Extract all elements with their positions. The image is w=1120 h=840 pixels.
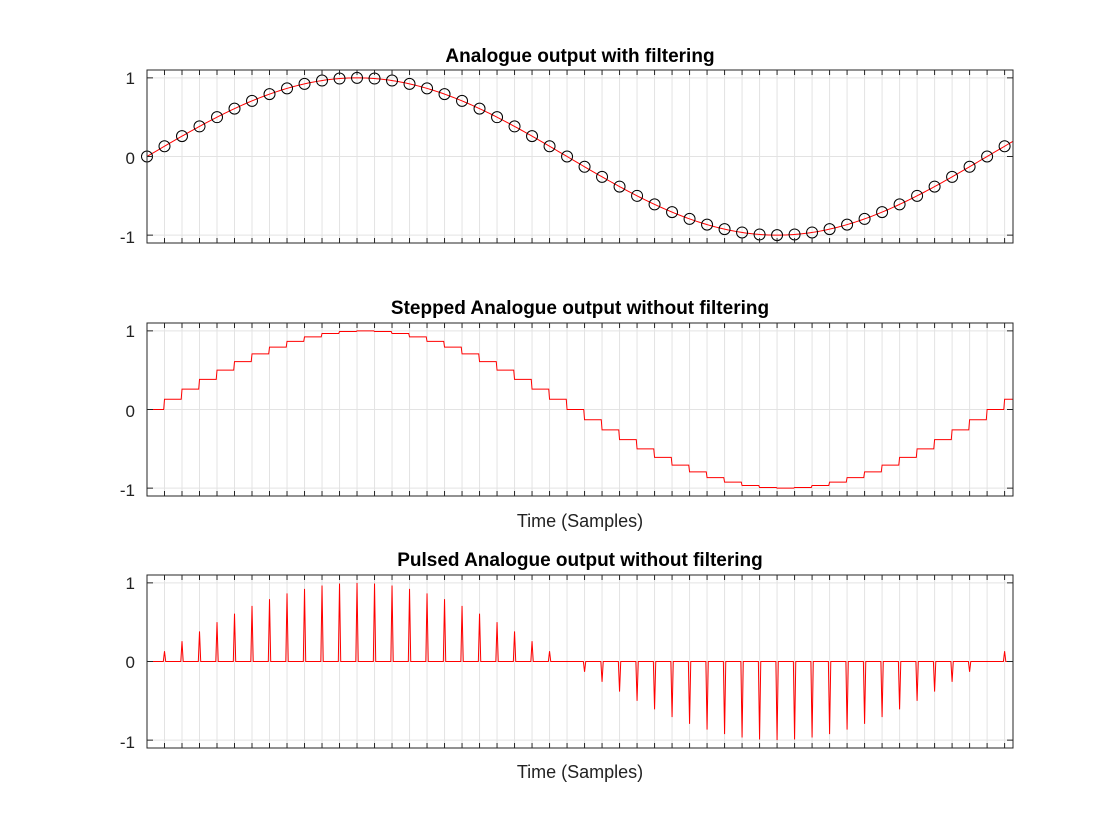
sample-point [246, 94, 259, 107]
subplot-pulsed: Pulsed Analogue output without filtering… [120, 550, 1014, 782]
sample-point [386, 74, 399, 87]
series-line [147, 330, 1013, 489]
grid [147, 70, 1013, 243]
sample-point [561, 150, 574, 163]
sample-point [543, 140, 556, 153]
x-axis-label: Time (Samples) [517, 762, 643, 782]
ticks [147, 575, 1013, 748]
sample-point [228, 102, 241, 115]
sample-point [876, 206, 889, 219]
sample-point [508, 120, 521, 133]
subplot-filtered: Analogue output with filtering 1 0 -1 [120, 46, 1014, 247]
sample-point [438, 88, 451, 101]
sample-point [613, 180, 626, 193]
sample-point [473, 102, 486, 115]
ytick-label: -1 [120, 481, 135, 500]
sample-point [263, 88, 276, 101]
sample-point [456, 94, 469, 107]
chart-title: Stepped Analogue output without filterin… [391, 298, 769, 319]
sample-point [963, 160, 976, 173]
ytick-label: 0 [126, 653, 135, 672]
sample-point [176, 130, 188, 143]
sample-point [281, 82, 294, 95]
sample-point [193, 120, 206, 133]
sample-point [841, 218, 854, 231]
plot-area [147, 582, 1013, 741]
sample-point [596, 170, 609, 183]
sample-point [736, 226, 749, 239]
series-line [147, 582, 1013, 741]
sample-point [316, 74, 329, 87]
sample-point [631, 189, 644, 202]
sample-point [158, 140, 171, 153]
ytick-label: 0 [126, 402, 135, 421]
sample-point [578, 160, 591, 173]
ytick-label: -1 [120, 228, 135, 247]
sample-point [893, 198, 906, 211]
sample-point [491, 111, 504, 124]
plot-area [141, 71, 1014, 242]
sample-point [858, 212, 871, 225]
ytick-label: 1 [126, 69, 135, 88]
x-axis-label: Time (Samples) [517, 511, 643, 531]
sample-point [666, 206, 679, 219]
sample-point [298, 77, 311, 90]
sample-point [211, 111, 224, 124]
ytick-label: 0 [126, 149, 135, 168]
sample-point [683, 212, 696, 225]
chart-title: Analogue output with filtering [445, 46, 714, 67]
sample-point [648, 198, 661, 211]
sample-point [823, 223, 836, 236]
sample-point [946, 170, 959, 183]
ytick-label: 1 [126, 322, 135, 341]
sample-point [718, 223, 731, 236]
sample-point [806, 226, 819, 239]
sample-point [998, 140, 1011, 153]
sample-point [981, 150, 994, 163]
sample-point [911, 189, 924, 202]
ytick-label: -1 [120, 733, 135, 752]
sample-point [928, 180, 941, 193]
ticks [147, 323, 1013, 496]
ytick-label: 1 [126, 574, 135, 593]
plot-area [147, 330, 1013, 489]
sample-point [421, 82, 434, 95]
subplot-stepped: Stepped Analogue output without filterin… [120, 298, 1014, 531]
sample-point [526, 130, 539, 143]
chart-title: Pulsed Analogue output without filtering [397, 550, 763, 571]
sample-point [403, 77, 416, 90]
ticks [147, 70, 1013, 243]
sample-point [701, 218, 714, 231]
